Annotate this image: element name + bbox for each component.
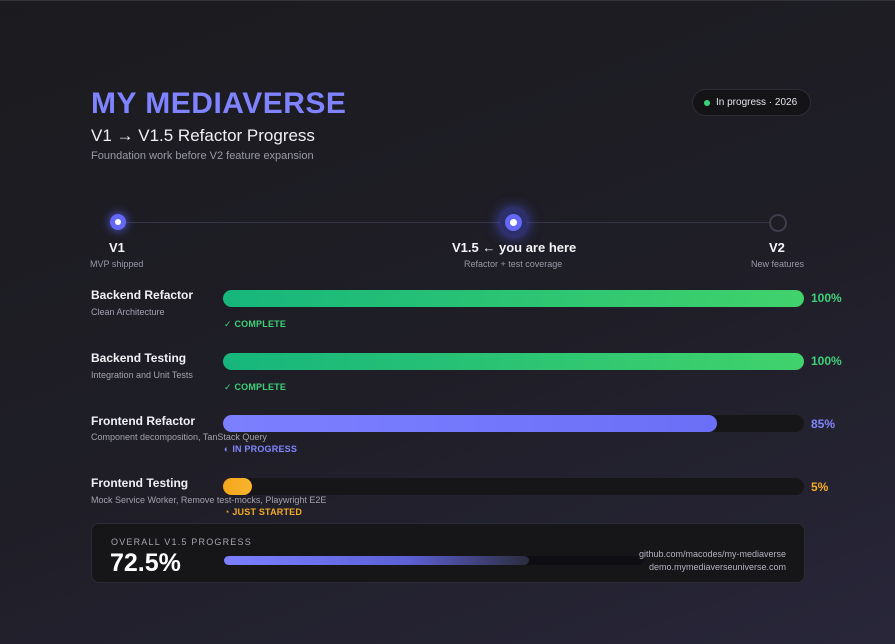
task-name: Backend Refactor [91, 288, 194, 302]
task-status-badge: ◔ JUST STARTED [224, 507, 303, 517]
status-dot-icon [704, 99, 710, 106]
overall-progress-card: OVERALL V1.5 PROGRESS 72.5% github.com/m… [91, 523, 805, 583]
task-progress-track [223, 478, 804, 495]
demo-link[interactable]: demo.mymediaverseuniverse.com [648, 562, 786, 572]
task-percent: 85% [811, 417, 836, 431]
brand-title: MY MEDIAVERSE [91, 87, 347, 120]
task-progress-fill [223, 290, 804, 307]
task-progress-track [223, 290, 804, 307]
overall-value: 72.5% [110, 549, 181, 577]
task-status-badge: ✓ COMPLETE [224, 319, 287, 329]
overall-progress-track [224, 556, 644, 565]
task-progress-track [223, 415, 804, 432]
task-desc: Integration and Unit Tests [91, 370, 193, 380]
milestone-v2-label: V2 [769, 240, 785, 255]
milestone-v15-label: V1.5 ← you are here [452, 240, 577, 255]
timeline-line [118, 222, 778, 223]
milestone-v2-sub: New features [751, 259, 805, 269]
milestone-v15-node-icon [500, 209, 527, 236]
task-status-badge: ◐ IN PROGRESS [224, 444, 298, 454]
task-desc: Mock Service Worker, Remove test-mocks, … [91, 495, 327, 505]
task-progress-fill [223, 415, 717, 432]
task-status-badge: ✓ COMPLETE [224, 382, 287, 392]
milestone-v1-label: V1 [109, 240, 125, 255]
task-percent: 100% [811, 291, 842, 305]
task-desc: Component decomposition, TanStack Query [91, 432, 267, 442]
task-progress-fill [223, 353, 804, 370]
task-progress-track [223, 353, 804, 370]
task-name: Frontend Refactor [91, 414, 196, 428]
page-subtitle: Foundation work before V2 feature expans… [91, 150, 314, 162]
task-percent: 5% [811, 480, 829, 494]
repo-link[interactable]: github.com/macodes/my-mediaverse [638, 549, 786, 559]
task-desc: Clean Architecture [91, 307, 165, 317]
milestone-v15-sub: Refactor + test coverage [464, 259, 563, 269]
task-name: Backend Testing [91, 351, 187, 365]
page-title: V1 → V1.5 Refactor Progress [91, 126, 315, 145]
status-text: In progress · 2026 [716, 97, 798, 108]
overall-label: OVERALL V1.5 PROGRESS [111, 537, 252, 547]
task-percent: 100% [811, 354, 842, 368]
task-progress-fill [223, 478, 253, 495]
overall-progress-fill [224, 556, 529, 565]
task-name: Frontend Testing [91, 476, 189, 490]
milestone-v1-node-icon [110, 214, 126, 230]
milestone-v1-sub: MVP shipped [90, 259, 144, 269]
milestone-v2-node-icon [769, 214, 787, 232]
status-badge: In progress · 2026 [692, 89, 811, 116]
